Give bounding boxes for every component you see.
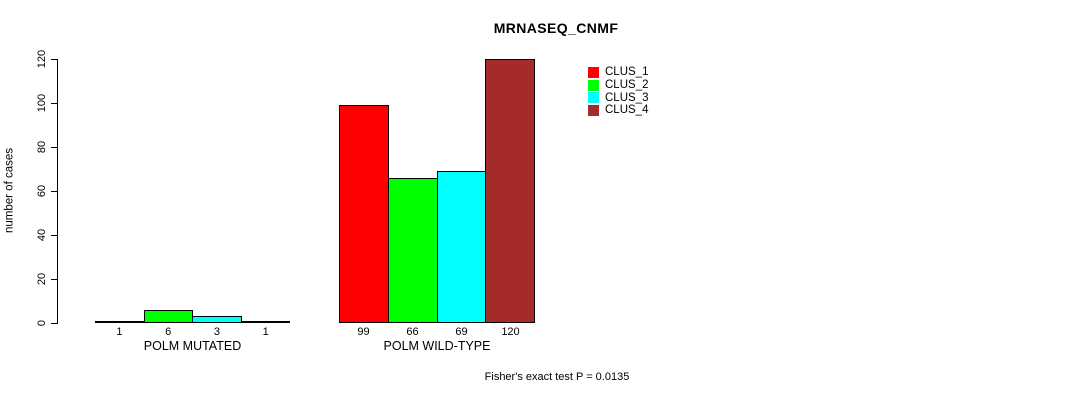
legend-label: CLUS_2 — [605, 79, 649, 92]
legend-item-clus_2: CLUS_2 — [588, 79, 648, 92]
bar-clus_1-polm-wild-type — [339, 105, 389, 323]
y-tick-label: 40 — [36, 228, 48, 242]
bar-value-label: 1 — [262, 326, 269, 338]
bar-value-label: 120 — [501, 326, 520, 338]
bar-clus_3-polm-mutated — [192, 316, 242, 323]
legend-item-clus_4: CLUS_4 — [588, 104, 648, 117]
chart-title: MRNASEQ_CNMF — [493, 20, 619, 36]
y-tick-label: 0 — [36, 319, 48, 327]
legend-label: CLUS_4 — [605, 104, 649, 117]
y-tick-mark — [51, 235, 57, 236]
fisher-test-annotation: Fisher's exact test P = 0.0135 — [484, 371, 630, 383]
y-tick-mark — [51, 59, 57, 60]
y-axis-title: number of cases — [3, 148, 16, 234]
legend-item-clus_3: CLUS_3 — [588, 91, 648, 104]
bar-value-labels-polm-wild-type: 99 66 69 120 — [339, 326, 535, 338]
y-tick-mark — [51, 323, 57, 324]
y-tick-label: 120 — [36, 49, 48, 69]
legend-swatch-clus_2 — [588, 79, 599, 91]
bar-value-label: 6 — [165, 326, 172, 338]
category-label-polm-mutated: POLM MUTATED — [143, 339, 242, 353]
bar-clus_4-polm-mutated — [240, 321, 290, 323]
bar-value-label: 66 — [406, 326, 419, 338]
y-tick-mark — [51, 279, 57, 280]
y-tick-label: 20 — [36, 272, 48, 286]
bar-clus_3-polm-wild-type — [436, 171, 487, 323]
y-tick-mark — [51, 147, 57, 148]
bar-value-label: 69 — [455, 326, 468, 338]
y-tick-mark — [51, 103, 57, 104]
bar-group-polm-mutated — [95, 59, 290, 323]
legend-swatch-clus_3 — [588, 92, 599, 104]
legend-item-clus_1: CLUS_1 — [588, 66, 648, 79]
legend-label: CLUS_3 — [605, 91, 649, 104]
bar-clus_2-polm-mutated — [143, 310, 193, 323]
legend-label: CLUS_1 — [605, 66, 649, 79]
category-label-polm-wild-type: POLM WILD-TYPE — [383, 339, 491, 353]
y-tick-label: 60 — [36, 184, 48, 198]
y-axis-line — [57, 59, 58, 324]
legend-swatch-clus_1 — [588, 66, 599, 78]
bar-value-label: 1 — [116, 326, 123, 338]
bar-clus_2-polm-wild-type — [387, 178, 438, 323]
bar-clus_4-polm-wild-type — [485, 59, 535, 323]
bar-group-polm-wild-type — [339, 59, 535, 323]
bar-clus_1-polm-mutated — [95, 321, 145, 323]
y-tick-mark — [51, 191, 57, 192]
bar-value-label: 3 — [213, 326, 220, 338]
legend-swatch-clus_4 — [588, 104, 599, 116]
y-tick-label: 100 — [36, 93, 48, 113]
y-tick-label: 80 — [36, 140, 48, 154]
legend: CLUS_1 CLUS_2 CLUS_3 CLUS_4 — [588, 66, 648, 117]
bar-value-label: 99 — [357, 326, 370, 338]
